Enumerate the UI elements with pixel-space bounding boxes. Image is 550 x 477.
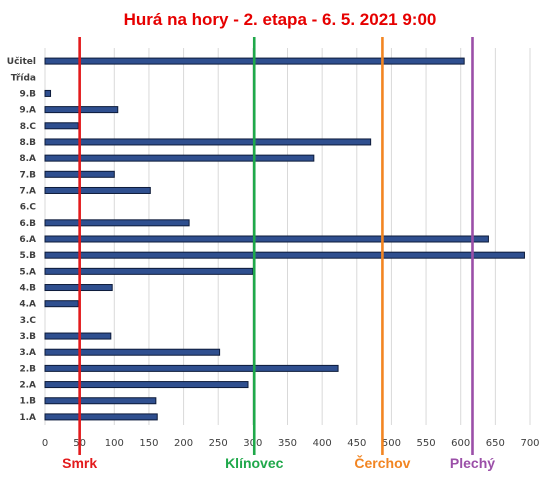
x-tick-label-0: 0 [42, 438, 48, 449]
category-label-3: 9.A [19, 106, 36, 116]
chart-title: Hurá na hory - 2. etapa - 6. 5. 2021 9:0… [124, 10, 437, 29]
reference-lines: Smrk Klínovec Čerchov Plechý [62, 37, 495, 471]
category-label-12: 5.B [19, 251, 36, 261]
bar-20 [44, 381, 249, 389]
category-label-7: 7.B [19, 170, 36, 180]
bar-5 [44, 138, 372, 146]
category-label-16: 3.C [20, 316, 37, 326]
x-tick-label-13: 650 [486, 438, 505, 449]
x-tick-labels: 0501001502002503003504004505005506006507… [42, 438, 540, 449]
x-tick-label-12: 600 [451, 438, 470, 449]
x-tick-label-10: 500 [382, 438, 401, 449]
x-tick-label-2: 100 [105, 438, 124, 449]
category-label-5: 8.B [19, 138, 36, 148]
bar-22 [44, 413, 158, 421]
bar-6 [44, 154, 315, 162]
x-tick-label-9: 450 [347, 438, 366, 449]
marker-label-3: Plechý [450, 455, 495, 471]
bar-11 [44, 235, 489, 243]
x-tick-label-8: 400 [313, 438, 332, 449]
marker-label-2: Čerchov [354, 454, 410, 471]
bar-21 [44, 397, 157, 405]
x-tick-label-3: 150 [139, 438, 158, 449]
bars [44, 57, 525, 421]
category-label-11: 6.A [19, 235, 36, 245]
x-tick-label-5: 250 [209, 438, 228, 449]
bar-2 [44, 89, 52, 97]
bar-19 [44, 364, 339, 372]
category-label-19: 2.B [19, 364, 36, 374]
category-label-4: 8.C [20, 122, 37, 132]
category-label-2: 9.B [19, 89, 36, 99]
category-label-13: 5.A [19, 267, 36, 277]
marker-label-1: Klínovec [225, 455, 284, 471]
bar-8 [44, 186, 151, 194]
category-label-14: 4.B [19, 284, 36, 294]
bar-15 [44, 300, 79, 308]
bar-18 [44, 348, 221, 356]
x-tick-label-4: 200 [174, 438, 193, 449]
bar-13 [44, 267, 254, 275]
category-label-20: 2.A [19, 381, 36, 391]
category-label-17: 3.B [19, 332, 36, 342]
x-tick-label-11: 550 [417, 438, 436, 449]
marker-label-0: Smrk [62, 455, 97, 471]
category-label-18: 3.A [19, 348, 36, 358]
x-tick-label-14: 700 [520, 438, 539, 449]
bar-10 [44, 219, 190, 227]
bar-17 [44, 332, 112, 340]
bar-4 [44, 122, 79, 130]
x-tick-label-6: 300 [243, 438, 262, 449]
category-labels: Učitel Třída 9.B 9.A 8.C 8.B 8.A 7.B 7.A 6.C 6.B 6.… [7, 56, 37, 423]
category-label-15: 4.A [19, 300, 36, 310]
category-label-10: 6.B [19, 219, 36, 229]
x-tick-label-7: 350 [278, 438, 297, 449]
bar-12 [44, 251, 525, 259]
category-label-6: 8.A [19, 154, 36, 164]
category-label-8: 7.A [19, 186, 36, 196]
category-label-22: 1.A [19, 413, 36, 423]
category-label-0: Učitel [7, 56, 36, 67]
category-label-21: 1.B [19, 397, 36, 407]
category-label-9: 6.C [20, 203, 37, 213]
category-label-1: Třída [11, 73, 36, 83]
bar-3 [44, 106, 119, 114]
